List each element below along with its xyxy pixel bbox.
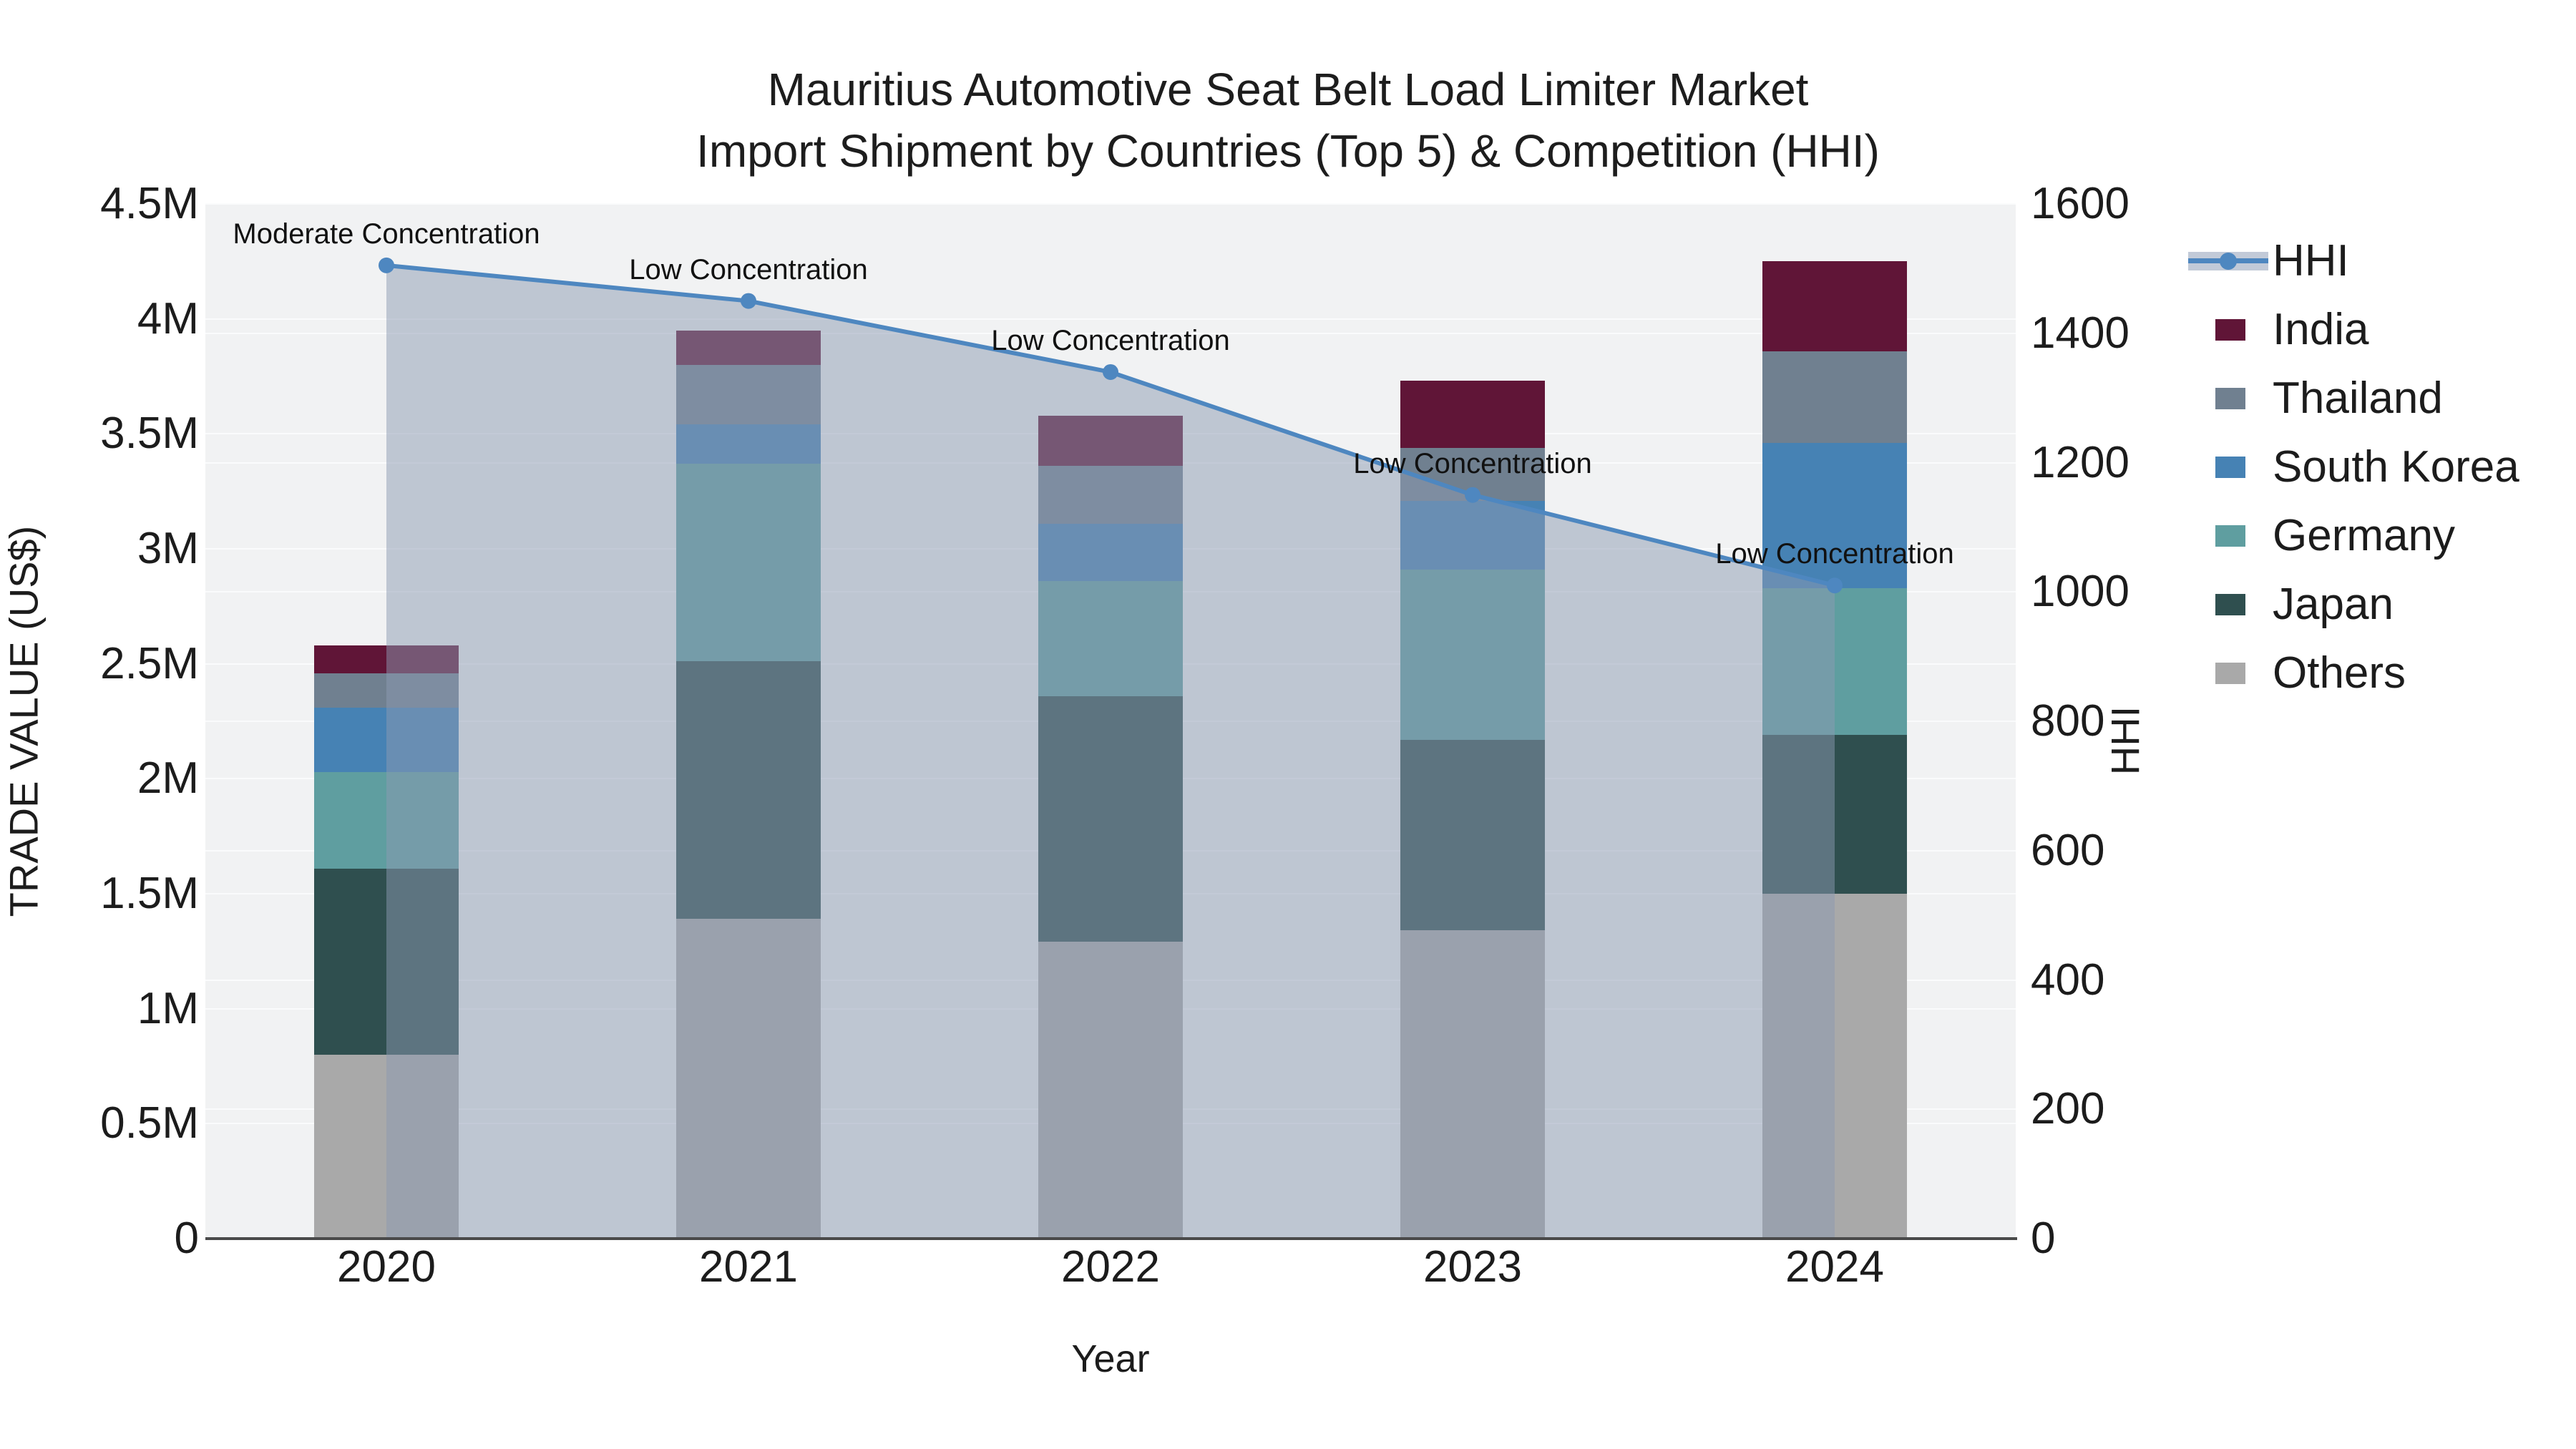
- annotation-2023: Low Concentration: [1353, 447, 1592, 479]
- right-axis-tick: 1000: [2031, 567, 2129, 617]
- gridline-right: [205, 332, 2016, 334]
- legend-item-hhi[interactable]: HHI: [2273, 236, 2349, 286]
- legend-swatch-japan[interactable]: [2215, 594, 2245, 615]
- legend-hhi-marker-swatch[interactable]: [2220, 253, 2237, 270]
- annotation-2024: Low Concentration: [1715, 538, 1954, 570]
- left-axis-tick: 1.5M: [100, 869, 199, 918]
- chart-title-line2: Import Shipment by Countries (Top 5) & C…: [696, 125, 1880, 177]
- left-axis-tick: 3M: [137, 524, 199, 573]
- right-axis-tick: 1400: [2031, 308, 2129, 358]
- right-axis-tick: 1600: [2031, 179, 2129, 228]
- legend-swatch-south-korea[interactable]: [2215, 457, 2245, 478]
- annotation-2020: Moderate Concentration: [233, 218, 540, 250]
- hhi-marker-2023[interactable]: [1465, 487, 1480, 503]
- left-axis-tick: 3.5M: [100, 409, 199, 459]
- hhi-marker-2020[interactable]: [379, 257, 394, 273]
- x-axis-title: Year: [1071, 1337, 1150, 1380]
- x-axis-tick-2020: 2020: [337, 1242, 436, 1292]
- left-axis-tick: 2.5M: [100, 638, 199, 688]
- legend-item-india[interactable]: India: [2273, 305, 2369, 354]
- left-axis-tick: 4M: [137, 293, 199, 343]
- hhi-marker-2022[interactable]: [1103, 364, 1118, 380]
- x-axis-tick-2022: 2022: [1061, 1242, 1160, 1292]
- x-axis-tick-2024: 2024: [1785, 1242, 1884, 1292]
- left-axis-tick: 0: [174, 1214, 199, 1263]
- bar-2024-thailand[interactable]: [1762, 351, 1907, 444]
- bar-2024-india[interactable]: [1762, 261, 1907, 351]
- legend-swatch-others[interactable]: [2215, 663, 2245, 684]
- legend-swatch-germany[interactable]: [2215, 525, 2245, 547]
- gridline-left: [205, 318, 2016, 320]
- left-axis-tick: 1M: [137, 983, 199, 1033]
- x-axis-tick-2021: 2021: [699, 1242, 798, 1292]
- legend-item-others[interactable]: Others: [2273, 648, 2406, 698]
- gridline-right: [205, 203, 2016, 205]
- x-axis-line: [205, 1237, 2017, 1240]
- right-axis-tick: 1200: [2031, 437, 2129, 487]
- bar-2024-south-korea[interactable]: [1762, 443, 1907, 588]
- left-axis-tick: 4.5M: [100, 179, 199, 228]
- bar-2023-india[interactable]: [1400, 381, 1545, 448]
- chart-title: Mauritius Automotive Seat Belt Load Limi…: [0, 59, 2576, 182]
- legend-swatch-india[interactable]: [2215, 319, 2245, 341]
- hhi-marker-2024[interactable]: [1827, 577, 1843, 594]
- right-axis-tick: 200: [2031, 1084, 2105, 1134]
- legend-swatch-thailand[interactable]: [2215, 388, 2245, 409]
- left-axis-tick: 0.5M: [100, 1098, 199, 1148]
- right-axis-tick: 600: [2031, 825, 2105, 875]
- legend-item-germany[interactable]: Germany: [2273, 511, 2455, 560]
- plot-area: [205, 203, 2016, 1239]
- hhi-area-fill: [386, 265, 1835, 1239]
- right-axis-tick: 400: [2031, 955, 2105, 1005]
- right-axis-title: HHI: [2102, 706, 2148, 776]
- annotation-2022: Low Concentration: [991, 324, 1230, 356]
- annotation-2021: Low Concentration: [629, 253, 868, 286]
- right-axis-tick: 0: [2031, 1214, 2056, 1263]
- legend-item-japan[interactable]: Japan: [2273, 580, 2394, 629]
- hhi-marker-2021[interactable]: [741, 293, 756, 309]
- left-axis-title: TRADE VALUE (US$): [1, 525, 47, 917]
- right-axis-tick: 800: [2031, 696, 2105, 746]
- hhi-line-layer: [379, 257, 1843, 1239]
- x-axis-tick-2023: 2023: [1423, 1242, 1522, 1292]
- chart-title-line1: Mauritius Automotive Seat Belt Load Limi…: [767, 64, 1809, 115]
- left-axis-tick: 2M: [137, 753, 199, 804]
- legend-item-south-korea[interactable]: South Korea: [2273, 442, 2519, 492]
- legend-item-thailand[interactable]: Thailand: [2273, 374, 2443, 423]
